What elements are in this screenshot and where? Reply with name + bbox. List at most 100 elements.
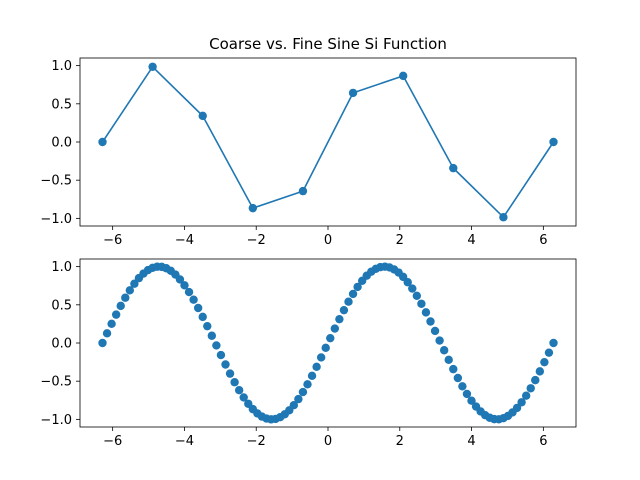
data-point	[198, 312, 207, 322]
data-point	[517, 398, 526, 407]
data-point	[426, 317, 435, 326]
data-point	[148, 62, 157, 71]
x-tick-label: 0	[324, 434, 332, 449]
data-point	[458, 382, 467, 391]
data-point	[184, 287, 194, 297]
data-point	[521, 391, 531, 400]
x-tick-label: −2	[247, 233, 266, 248]
x-tick-label: −2	[247, 434, 266, 449]
data-point	[239, 393, 248, 402]
data-point	[344, 297, 353, 306]
y-tick-label: −1.0	[40, 212, 72, 227]
data-point	[348, 88, 358, 98]
data-point	[111, 310, 121, 319]
x-tick-label: −6	[103, 233, 122, 248]
data-point	[212, 341, 221, 350]
data-point	[330, 324, 340, 333]
data-point	[180, 281, 189, 290]
data-point	[98, 338, 107, 348]
data-point	[339, 305, 349, 315]
bottom-subplot-frame	[79, 258, 577, 428]
data-point	[198, 111, 207, 121]
data-point	[230, 378, 239, 387]
data-point	[435, 336, 444, 345]
data-point	[225, 369, 235, 378]
data-point	[207, 331, 217, 340]
series-line	[101, 65, 555, 219]
data-point	[335, 314, 344, 324]
data-point	[298, 387, 308, 397]
chart-title: Coarse vs. Fine Sine Si Function	[209, 35, 447, 53]
data-point	[102, 329, 112, 338]
x-tick-label: 2	[396, 233, 404, 248]
data-point	[175, 275, 185, 284]
data-point	[107, 319, 116, 329]
top-subplot: Coarse vs. Fine Sine Si Function −6 −4 −2 0…	[40, 35, 577, 248]
data-point	[549, 137, 558, 147]
data-point	[189, 295, 198, 304]
data-point	[512, 403, 522, 413]
data-point	[444, 355, 453, 365]
x-tick-label: 4	[467, 233, 475, 248]
data-point	[193, 303, 203, 313]
data-point	[316, 353, 326, 362]
data-point	[531, 375, 540, 385]
data-point	[421, 308, 431, 317]
data-point	[326, 333, 335, 343]
data-point	[116, 301, 125, 311]
data-point	[298, 186, 308, 196]
data-point	[467, 396, 476, 405]
data-point	[216, 350, 226, 360]
data-point	[289, 401, 299, 410]
y-tick-label: 0.5	[51, 97, 72, 112]
data-point	[203, 321, 212, 331]
data-point	[303, 380, 312, 389]
data-point	[248, 203, 258, 213]
data-point	[535, 367, 545, 376]
data-point	[526, 384, 535, 393]
data-point	[130, 279, 139, 288]
data-point	[353, 282, 362, 292]
x-tick-label: 0	[324, 233, 332, 248]
y-tick-label: 0.5	[51, 298, 72, 313]
data-point	[221, 360, 230, 369]
data-point	[453, 373, 463, 383]
data-point	[462, 389, 472, 399]
data-point	[234, 386, 244, 395]
y-tick-label: −0.5	[40, 174, 72, 189]
y-tick-label: −0.5	[40, 375, 72, 390]
data-point	[430, 326, 440, 336]
data-point	[549, 338, 558, 348]
data-point	[307, 371, 317, 381]
y-tick-label: 1.0	[51, 59, 72, 74]
data-point	[348, 289, 358, 299]
data-point	[408, 284, 417, 293]
data-point	[544, 348, 554, 357]
data-point	[121, 293, 130, 302]
top-subplot-frame	[79, 57, 577, 227]
x-tick-label: 4	[467, 434, 475, 449]
y-tick-label: −1.0	[40, 413, 72, 428]
y-tick-label: 0.0	[51, 337, 72, 352]
y-tick-label: 1.0	[51, 260, 72, 275]
data-point	[439, 346, 449, 355]
data-point	[321, 343, 330, 353]
data-point	[98, 137, 107, 147]
data-point	[449, 163, 458, 173]
data-point	[312, 362, 321, 372]
data-point	[294, 394, 303, 404]
x-tick-label: −4	[175, 434, 194, 449]
x-tick-label: −4	[175, 233, 194, 248]
data-point	[540, 357, 549, 367]
bottom-subplot: −6 −4 −2 0 2 4 6 1.0 0.5 0.0 −0.5 −1.0	[40, 258, 577, 449]
data-point	[499, 213, 508, 222]
data-point	[449, 364, 458, 374]
y-tick-label: 0.0	[51, 136, 72, 151]
x-tick-label: 6	[539, 434, 547, 449]
x-tick-label: 6	[539, 233, 547, 248]
x-tick-label: 2	[396, 434, 404, 449]
data-point	[412, 291, 422, 300]
data-point	[125, 286, 135, 295]
